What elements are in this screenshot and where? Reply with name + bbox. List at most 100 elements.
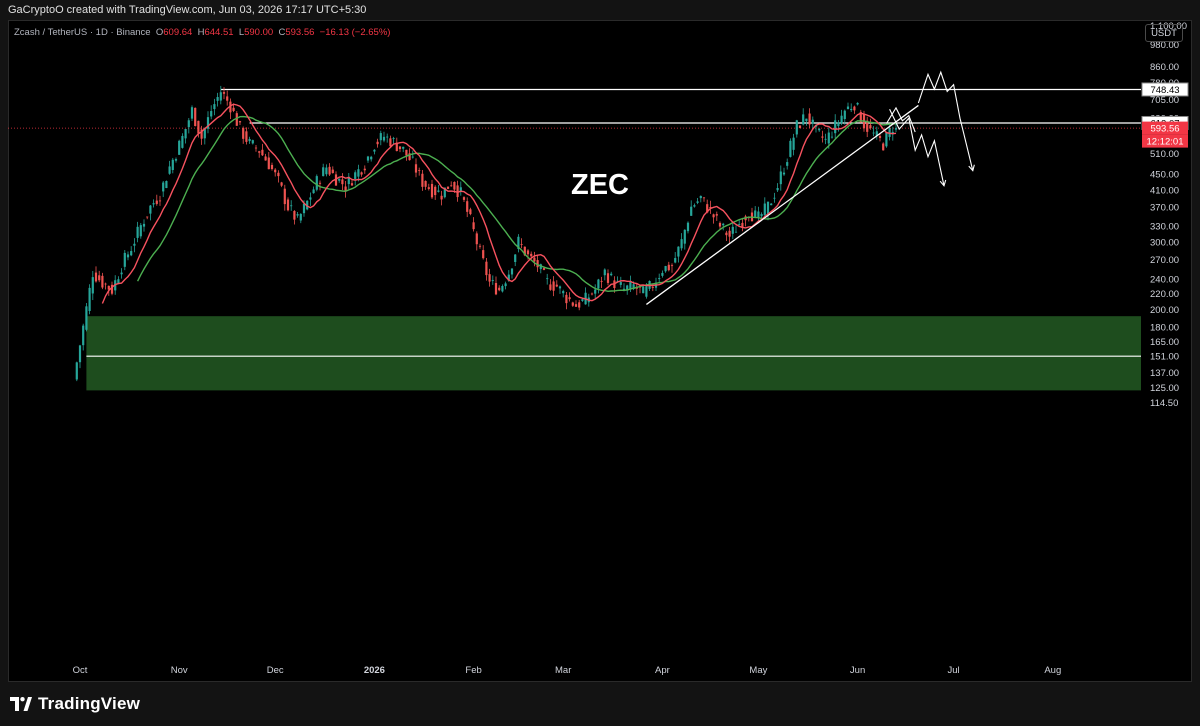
candle-body bbox=[411, 156, 414, 158]
candle-body bbox=[693, 205, 696, 207]
candle-body bbox=[309, 197, 312, 200]
candle-body bbox=[312, 189, 315, 194]
candle-body bbox=[408, 153, 411, 161]
candle-body bbox=[302, 203, 306, 214]
candle-body bbox=[142, 223, 146, 227]
support-trendline bbox=[646, 104, 919, 305]
candle-body bbox=[85, 306, 88, 330]
candle-body bbox=[856, 102, 859, 105]
x-tick-label: Dec bbox=[267, 665, 284, 676]
tradingview-logo[interactable]: TradingView bbox=[10, 694, 140, 714]
candle-body bbox=[578, 302, 581, 308]
y-tick-label: 370.00 bbox=[1150, 202, 1179, 213]
candle-body bbox=[325, 167, 328, 175]
candle-body bbox=[318, 182, 322, 184]
candle-body bbox=[875, 131, 878, 136]
footer-bar: TradingView bbox=[0, 682, 1200, 726]
candle-body bbox=[568, 297, 571, 300]
candle-body bbox=[402, 146, 405, 149]
candle-body bbox=[104, 283, 107, 285]
candle-body bbox=[107, 285, 110, 290]
moving-average-slow bbox=[136, 115, 897, 293]
candle-body bbox=[494, 283, 498, 295]
candle-body bbox=[805, 118, 808, 122]
candle-body bbox=[357, 169, 360, 177]
candle-body bbox=[341, 179, 344, 185]
currency-unit-button[interactable]: USDT bbox=[1145, 24, 1183, 42]
candle-body bbox=[840, 115, 843, 124]
candle-body bbox=[661, 272, 664, 276]
candle-body bbox=[165, 181, 168, 189]
candle-body bbox=[706, 204, 709, 213]
low-label: L bbox=[238, 27, 245, 38]
candle-body bbox=[232, 107, 235, 111]
candle-body bbox=[126, 254, 130, 258]
high-label: H bbox=[197, 27, 205, 38]
y-tick-label: 180.00 bbox=[1150, 322, 1179, 333]
attribution-bar: GaCryptoO created with TradingView.com, … bbox=[0, 0, 1200, 20]
candle-body bbox=[382, 136, 386, 141]
candle-body bbox=[453, 181, 456, 190]
candle-body bbox=[894, 128, 898, 130]
candle-body bbox=[213, 104, 216, 110]
candle-body bbox=[88, 287, 91, 311]
candle-body bbox=[798, 125, 802, 128]
y-tick-label: 450.00 bbox=[1150, 170, 1179, 181]
candle-body bbox=[226, 96, 229, 101]
candle-body bbox=[386, 136, 389, 138]
candle-body bbox=[696, 201, 699, 203]
candle-body bbox=[219, 92, 222, 101]
x-tick-label: Mar bbox=[555, 665, 571, 676]
candle-body bbox=[171, 159, 174, 171]
candle-body bbox=[475, 233, 478, 245]
y-tick-label: 220.00 bbox=[1150, 289, 1179, 300]
candle-body bbox=[459, 187, 462, 192]
candle-body bbox=[290, 205, 293, 207]
candle-body bbox=[248, 138, 251, 142]
candle-body bbox=[571, 302, 574, 306]
change-value: −16.13 (−2.65%) bbox=[319, 27, 391, 38]
candle-body bbox=[424, 180, 427, 187]
candle-body bbox=[478, 245, 482, 247]
candle-body bbox=[462, 197, 466, 200]
candle-body bbox=[606, 273, 610, 283]
candle-body bbox=[603, 269, 606, 276]
candle-body bbox=[754, 210, 757, 217]
candle-body bbox=[363, 168, 366, 171]
candle-body bbox=[296, 214, 299, 216]
candle-body bbox=[808, 113, 811, 125]
candle-body bbox=[344, 186, 347, 191]
candle-body bbox=[389, 138, 392, 147]
candle-body bbox=[827, 132, 830, 144]
y-tick-label: 270.00 bbox=[1150, 255, 1179, 266]
candle-body bbox=[472, 222, 475, 230]
countdown-label: 12:12:01 bbox=[1147, 137, 1184, 148]
candle-body bbox=[446, 186, 450, 189]
candle-body bbox=[146, 216, 149, 218]
candle-body bbox=[203, 128, 206, 139]
candle-body bbox=[206, 117, 210, 129]
candle-body bbox=[280, 182, 283, 186]
candle-body bbox=[350, 183, 354, 186]
candle-body bbox=[651, 286, 654, 288]
candle-body bbox=[658, 278, 661, 280]
candle-body bbox=[725, 232, 728, 236]
candle-body bbox=[853, 106, 856, 111]
candle-body bbox=[802, 114, 805, 125]
candle-body bbox=[200, 129, 203, 139]
candle-body bbox=[574, 304, 578, 307]
last-price-label: 593.56 bbox=[1150, 124, 1179, 135]
candle-body bbox=[264, 156, 267, 161]
candle-body bbox=[779, 171, 782, 185]
candle-body bbox=[882, 143, 885, 151]
candle-body bbox=[91, 277, 94, 294]
symbol-name[interactable]: Zcash / TetherUS · 1D · Binance bbox=[14, 27, 151, 38]
candle-body bbox=[286, 199, 290, 211]
candle-body bbox=[734, 231, 738, 233]
candle-body bbox=[469, 209, 472, 215]
x-tick-label: Oct bbox=[73, 665, 88, 676]
candle-body bbox=[331, 169, 334, 174]
open-value: 609.64 bbox=[163, 27, 193, 38]
candle-body bbox=[238, 121, 242, 123]
